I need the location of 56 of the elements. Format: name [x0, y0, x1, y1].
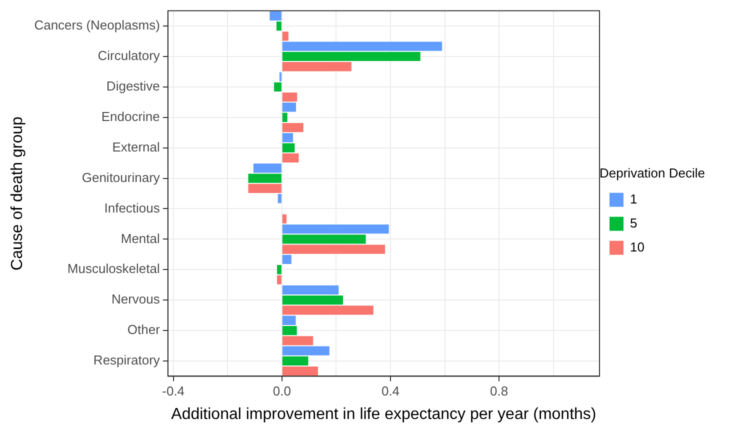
y-tick-label: Circulatory	[98, 48, 160, 64]
bar	[282, 32, 288, 41]
x-tick-label: 0.4	[381, 384, 400, 399]
y-tick-label: Musculoskeletal	[67, 261, 160, 276]
bar	[282, 42, 442, 51]
bar	[282, 356, 308, 366]
y-tick-label: Digestive	[106, 78, 160, 94]
bar	[282, 254, 292, 264]
bar	[282, 316, 296, 325]
bar	[282, 102, 296, 112]
y-tick-label: Infectious	[104, 200, 160, 216]
y-tick-label: Nervous	[111, 292, 160, 307]
bar	[282, 296, 343, 305]
legend-title: Deprivation Decile	[600, 165, 706, 180]
y-tick-label: Mental	[120, 230, 160, 246]
y-tick-label: Endocrine	[101, 108, 160, 124]
legend-label: 10	[630, 239, 644, 254]
x-tick-label: 0.8	[490, 384, 508, 399]
legend-label: 5	[630, 215, 638, 230]
bar	[282, 143, 295, 152]
bar	[282, 336, 314, 346]
bar	[282, 244, 386, 254]
bar	[282, 153, 299, 163]
bar	[270, 11, 282, 20]
bar	[276, 21, 282, 31]
y-tick-label: Cancers (Neoplasms)	[34, 18, 160, 33]
bar	[248, 174, 282, 183]
bar	[278, 194, 282, 204]
bar	[282, 224, 389, 234]
bar	[277, 265, 282, 274]
x-axis-title: Additional improvement in life expectancy per year (months)	[171, 406, 596, 423]
bar	[282, 306, 374, 315]
x-tick-label: -0.4	[162, 384, 185, 399]
bar	[282, 326, 297, 336]
bar	[282, 214, 287, 224]
y-tick-label: Genitourinary	[82, 170, 160, 185]
bar	[282, 133, 294, 142]
y-tick-label: External	[112, 139, 160, 154]
bar	[253, 164, 282, 173]
bar	[277, 275, 282, 284]
x-tick-label: 0.0	[272, 384, 291, 399]
y-tick-label: Respiratory	[93, 352, 160, 368]
bar	[248, 184, 282, 193]
bar	[282, 62, 352, 72]
legend-label: 1	[630, 191, 638, 206]
bar	[282, 234, 366, 244]
bar	[282, 346, 330, 356]
bar	[282, 112, 288, 122]
bar	[282, 92, 298, 102]
y-axis-title: Cause of death group	[9, 116, 26, 270]
bar	[282, 285, 339, 294]
bar	[282, 122, 304, 132]
bar	[282, 52, 420, 62]
bar	[282, 366, 318, 376]
bar	[274, 82, 282, 92]
y-tick-label: Other	[127, 322, 161, 338]
